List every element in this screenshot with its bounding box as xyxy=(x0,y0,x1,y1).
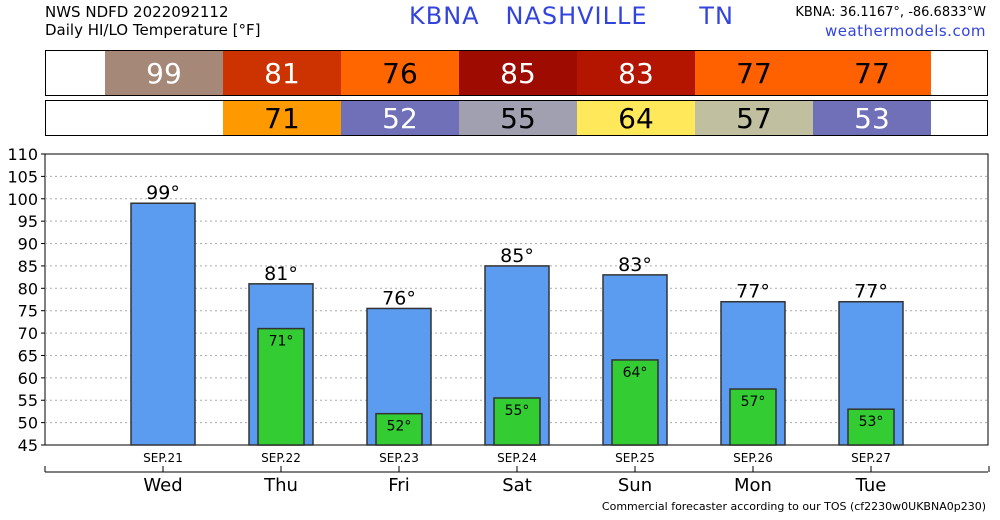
low-temp-cell: 55 xyxy=(459,101,577,135)
low-bar-label: 64° xyxy=(623,365,648,381)
date-label: SEP.27 xyxy=(851,451,891,465)
y-tick-label: 110 xyxy=(7,145,38,164)
low-temp-cell: 57 xyxy=(695,101,813,135)
high-bar-label: 77° xyxy=(736,281,770,303)
low-bar xyxy=(847,408,895,446)
low-temp-cell: 71 xyxy=(223,101,341,135)
y-tick-label: 65 xyxy=(18,346,38,365)
y-tick-label: 95 xyxy=(18,212,38,231)
high-temp-cell: 83 xyxy=(577,51,695,95)
low-temp-cell: 52 xyxy=(341,101,459,135)
y-tick-label: 85 xyxy=(18,257,38,276)
high-bar-label: 76° xyxy=(382,287,416,309)
high-bar-label: 83° xyxy=(618,254,652,276)
low-bar xyxy=(375,412,423,446)
high-temperature-strip: 99 81 76 85 83 77 77 xyxy=(45,50,988,96)
weekday-label: Thu xyxy=(263,475,298,496)
y-tick-label: 105 xyxy=(7,167,38,186)
date-label: SEP.23 xyxy=(379,451,419,465)
high-bar-label: 77° xyxy=(854,281,888,303)
high-bar-label: 99° xyxy=(146,182,180,204)
date-label: SEP.24 xyxy=(497,451,537,465)
low-temp-cell xyxy=(105,101,223,135)
weekday-label: Sat xyxy=(502,475,532,496)
weekday-label: Tue xyxy=(855,475,887,496)
high-temp-cell: 77 xyxy=(813,51,931,95)
low-bar-label: 55° xyxy=(505,403,530,419)
footer-note: Commercial forecaster according to our T… xyxy=(601,500,986,513)
y-tick-label: 45 xyxy=(18,436,38,455)
low-bar-label: 53° xyxy=(859,414,884,430)
low-temperature-strip: 71 52 55 64 57 53 xyxy=(45,100,988,136)
weekday-label: Fri xyxy=(388,475,409,496)
weekday-label: Mon xyxy=(734,475,772,496)
y-tick-label: 90 xyxy=(18,235,38,254)
low-bar-label: 52° xyxy=(387,419,412,435)
date-label: SEP.25 xyxy=(615,451,655,465)
site-link[interactable]: weathermodels.com xyxy=(824,22,986,40)
low-bar xyxy=(729,388,777,446)
low-bar xyxy=(493,397,541,446)
low-temp-cell: 64 xyxy=(577,101,695,135)
high-bar-label: 85° xyxy=(500,245,534,267)
high-temp-cell: 81 xyxy=(223,51,341,95)
variable-title: Daily HI/LO Temperature [°F] xyxy=(45,21,261,39)
product-title: NWS NDFD 2022092112 xyxy=(45,3,229,21)
date-label: SEP.22 xyxy=(261,451,301,465)
high-temp-cell: 76 xyxy=(341,51,459,95)
y-tick-label: 80 xyxy=(18,279,38,298)
high-temp-cell: 77 xyxy=(695,51,813,95)
y-tick-label: 100 xyxy=(7,190,38,209)
low-bar-label: 57° xyxy=(741,394,766,410)
low-temp-cell: 53 xyxy=(813,101,931,135)
weekday-label: Wed xyxy=(143,475,182,496)
y-tick-label: 55 xyxy=(18,391,38,410)
high-bar xyxy=(130,202,196,446)
low-bar-label: 71° xyxy=(269,334,294,350)
station-coordinates: KBNA: 36.1167°, -86.6833°W xyxy=(795,5,986,20)
date-label: SEP.26 xyxy=(733,451,773,465)
y-tick-label: 70 xyxy=(18,324,38,343)
date-label: SEP.21 xyxy=(143,451,183,465)
high-temp-cell: 85 xyxy=(459,51,577,95)
y-tick-label: 50 xyxy=(18,414,38,433)
low-bar xyxy=(611,359,659,446)
high-temp-cell: 99 xyxy=(105,51,223,95)
high-bar-label: 81° xyxy=(264,263,298,285)
low-bar xyxy=(257,327,305,446)
y-tick-label: 60 xyxy=(18,369,38,388)
y-tick-label: 75 xyxy=(18,302,38,321)
weekday-label: Sun xyxy=(618,475,652,496)
